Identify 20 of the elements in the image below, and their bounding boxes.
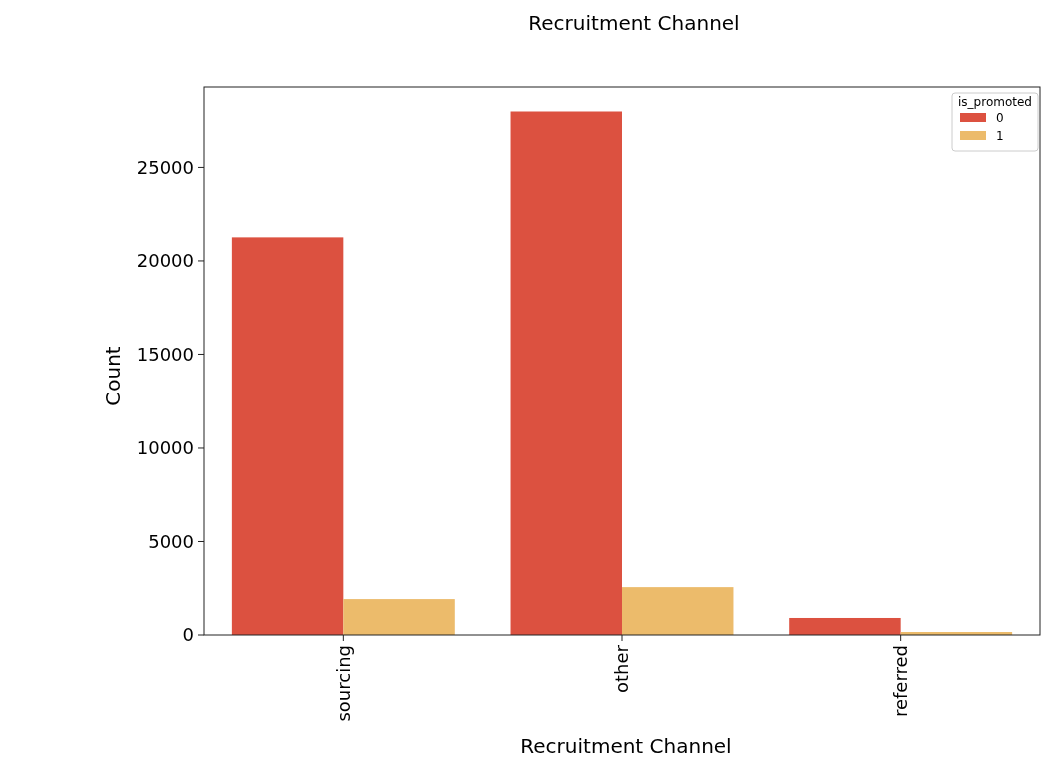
y-tick-label: 20000 — [136, 250, 194, 272]
legend-label: 1 — [996, 129, 1004, 144]
bar — [231, 237, 344, 635]
y-tick-label: 15000 — [136, 343, 194, 365]
y-tick-label: 25000 — [136, 156, 194, 178]
y-tick-label: 10000 — [136, 437, 194, 459]
x-tick-label: referred — [889, 645, 911, 718]
legend-label: 0 — [996, 111, 1004, 126]
y-tick-label: 5000 — [148, 530, 194, 552]
y-axis-title: Count — [101, 346, 125, 406]
x-tick-label: other — [611, 644, 633, 693]
x-axis-title: Recruitment Channel — [520, 734, 732, 758]
bar — [343, 599, 455, 635]
bar — [789, 617, 901, 635]
x-tick-label: sourcing — [332, 645, 354, 722]
y-tick-label: 0 — [182, 624, 194, 646]
chart-title: Recruitment Channel — [528, 11, 740, 35]
legend-title: is_promoted — [958, 95, 1032, 109]
bar — [510, 111, 622, 635]
bar — [622, 587, 734, 635]
